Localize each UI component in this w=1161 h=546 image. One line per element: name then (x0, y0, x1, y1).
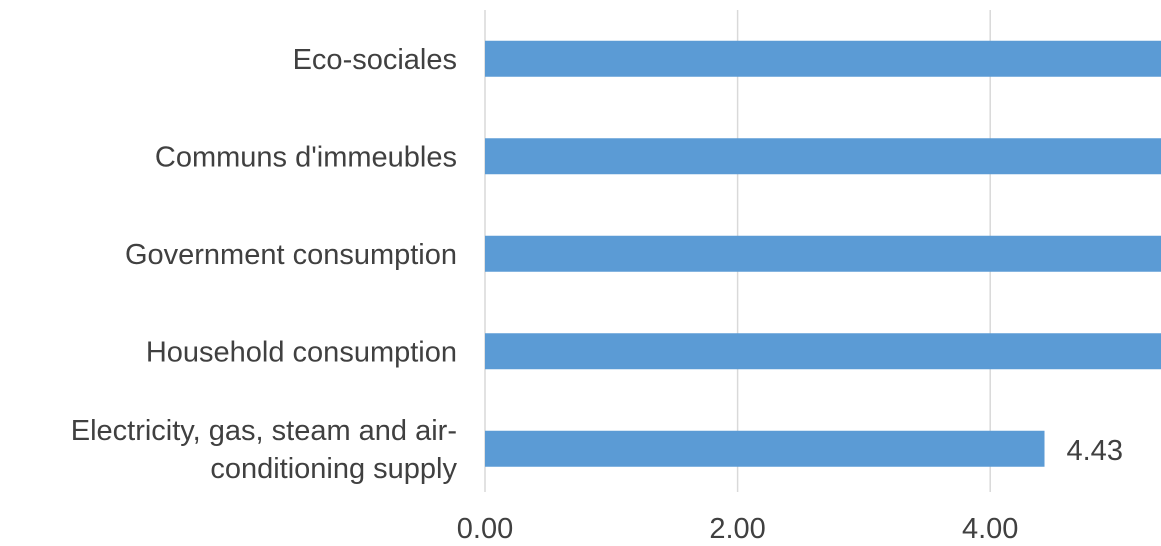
bar (485, 40, 1161, 77)
category-labels: Eco-sociales Communs d'immeubles Governmen… (71, 44, 458, 485)
data-labels: 7.358.197.946.554.43 (1067, 435, 1123, 467)
x-tick-label: 4.00 (962, 513, 1018, 545)
category-label-line: Electricity, gas, steam and air- (71, 415, 457, 447)
category-label: Electricity, gas, steam and air-conditio… (71, 415, 458, 485)
data-label: 4.43 (1067, 435, 1123, 467)
bars (485, 40, 1161, 467)
bar (485, 138, 1161, 175)
x-axis-tick-labels: 0.002.004.006.008.0010.00 (457, 513, 1019, 545)
category-label: Communs d'immeubles (155, 141, 457, 173)
x-tick-label: 2.00 (709, 513, 765, 545)
category-label: Eco-sociales (293, 44, 457, 76)
category-label-line: Government consumption (125, 239, 457, 271)
category-label-line: Communs d'immeubles (155, 141, 457, 173)
x-tick-label: 0.00 (457, 513, 513, 545)
category-label-line: Household consumption (146, 336, 457, 368)
bar (485, 235, 1161, 272)
category-label-line: conditioning supply (210, 453, 457, 485)
bar (485, 333, 1161, 370)
category-label-line: Eco-sociales (293, 44, 457, 76)
category-label: Household consumption (146, 336, 457, 368)
category-label: Government consumption (125, 239, 457, 271)
bar (485, 430, 1045, 467)
